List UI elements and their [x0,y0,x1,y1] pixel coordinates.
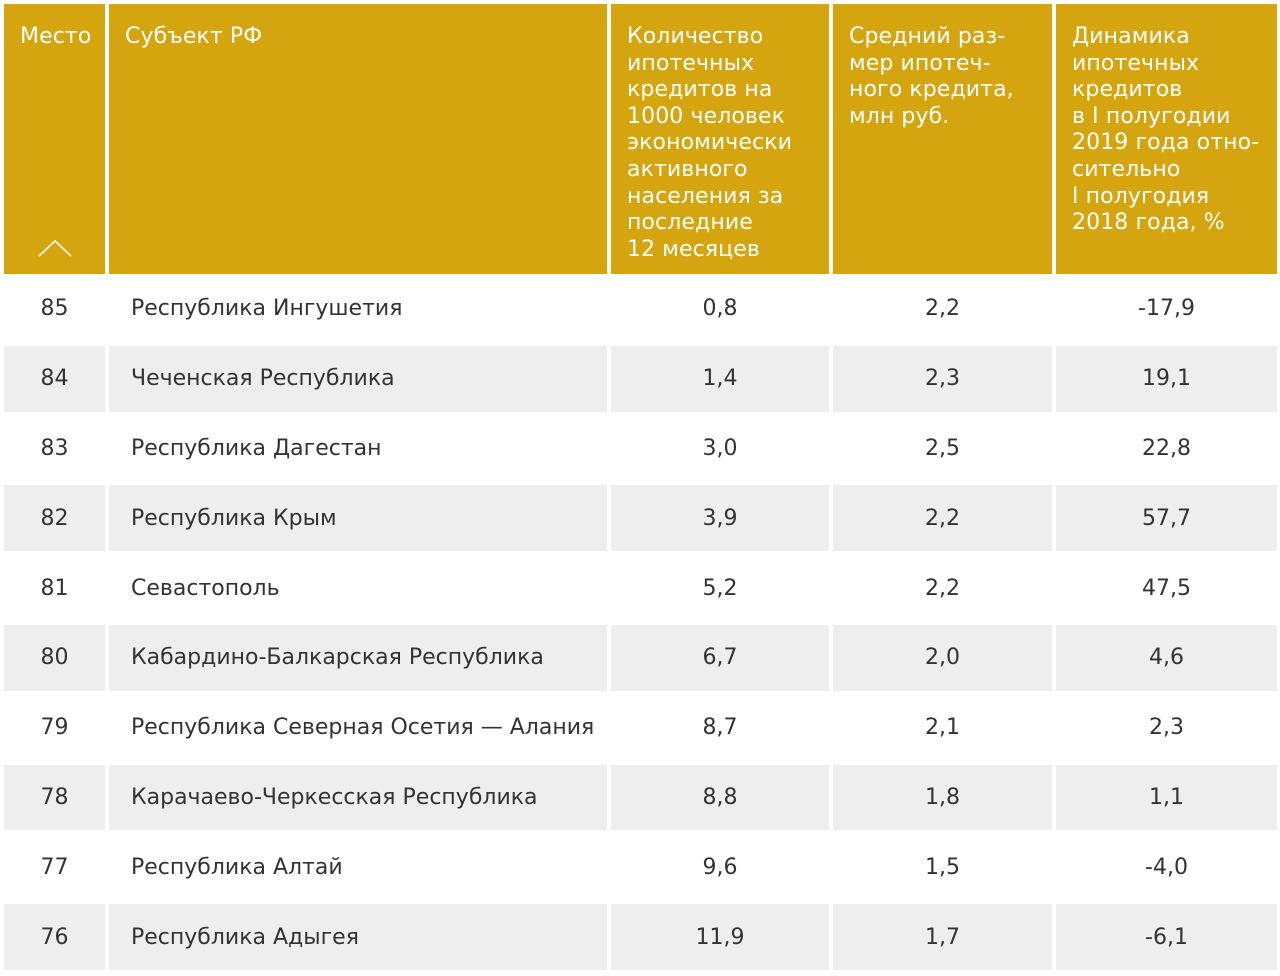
cell-loans-per-1000: 3,9 [611,483,829,554]
header-line: Количество [627,24,764,49]
cell-loans-per-1000: 0,8 [611,274,829,344]
cell-rank: 84 [4,343,105,414]
cell-avg-size: 2,2 [833,483,1052,554]
cell-loans-per-1000: 5,2 [611,553,829,623]
cell-avg-size: 2,2 [833,553,1052,623]
header-line: ипотечных [627,50,755,76]
cell-avg-size: 2,3 [833,343,1052,414]
cell-loans-per-1000: 9,6 [611,832,829,903]
cell-subject: Республика Дагестан [109,413,607,484]
header-line: Динамика [1072,24,1190,49]
cell-rank: 83 [4,413,105,484]
cell-dynamics: 4,6 [1056,622,1277,693]
cell-rank: 85 [4,274,105,344]
header-loans-per-1000-label: Количество ипотечных кредитов на 1000 че… [627,24,815,263]
cell-dynamics: 19,1 [1056,343,1277,414]
cell-rank: 77 [4,832,105,903]
header-line: 12 месяцев [627,236,760,262]
cell-subject: Кабардино-Балкарская Республика [109,622,607,693]
header-line: последние [627,210,753,236]
cell-subject: Республика Северная Осетия — Алания [109,692,607,763]
header-line: ипотечных [1072,50,1200,76]
cell-rank: 78 [4,762,105,833]
cell-avg-size: 1,8 [833,762,1052,833]
header-rank[interactable]: Место [4,4,105,274]
cell-loans-per-1000: 8,8 [611,762,829,833]
chevron-up-icon[interactable] [38,239,72,257]
cell-rank: 79 [4,692,105,763]
header-line: млн руб. [849,103,950,129]
header-avg-size[interactable]: Средний раз- мер ипотеч- ного кредита, м… [833,4,1052,274]
cell-subject: Севастополь [109,553,607,623]
header-subject[interactable]: Субъект РФ [109,4,607,274]
header-dynamics[interactable]: Динамика ипотечных кредитов в I полугоди… [1056,4,1277,274]
header-line: населения за [627,183,784,209]
cell-subject: Чеченская Республика [109,343,607,414]
cell-subject: Республика Адыгея [109,902,607,972]
cell-dynamics: 22,8 [1056,413,1277,484]
cell-loans-per-1000: 1,4 [611,343,829,414]
header-line: 1000 человек [627,103,786,129]
cell-avg-size: 2,5 [833,413,1052,484]
header-line: ного кредита, [849,77,1014,103]
header-line: мер ипотеч- [849,50,991,76]
header-line: активного [627,156,748,182]
cell-dynamics: 1,1 [1056,762,1277,833]
header-dynamics-label: Динамика ипотечных кредитов в I полугоди… [1072,24,1263,237]
cell-loans-per-1000: 3,0 [611,413,829,484]
header-avg-size-label: Средний раз- мер ипотеч- ного кредита, м… [849,24,1038,130]
header-line: Средний раз- [849,24,1006,49]
cell-subject: Республика Ингушетия [109,274,607,344]
cell-avg-size: 1,7 [833,902,1052,972]
cell-loans-per-1000: 6,7 [611,622,829,693]
cell-dynamics: 2,3 [1056,692,1277,763]
header-line: сительно [1072,156,1181,182]
header-subject-label: Субъект РФ [125,24,263,49]
cell-rank: 76 [4,902,105,972]
header-line: 2018 года, % [1072,210,1225,236]
cell-rank: 81 [4,553,105,623]
cell-subject: Карачаево-Черкесская Республика [109,762,607,833]
cell-dynamics: 47,5 [1056,553,1277,623]
cell-dynamics: 57,7 [1056,483,1277,554]
header-loans-per-1000[interactable]: Количество ипотечных кредитов на 1000 че… [611,4,829,274]
mortgage-table: Место Субъект РФ Количество ипотечных кр… [4,4,1277,972]
cell-loans-per-1000: 11,9 [611,902,829,972]
header-line: 2019 года отно- [1072,130,1260,156]
cell-rank: 80 [4,622,105,693]
header-line: экономически [627,130,792,156]
cell-subject: Республика Алтай [109,832,607,903]
cell-subject: Республика Крым [109,483,607,554]
cell-avg-size: 2,1 [833,692,1052,763]
cell-avg-size: 1,5 [833,832,1052,903]
header-rank-label: Место [20,24,92,49]
header-line: кредитов на [627,77,773,103]
header-line: I полугодия [1072,183,1210,209]
cell-avg-size: 2,0 [833,622,1052,693]
cell-avg-size: 2,2 [833,274,1052,344]
header-line: в I полугодии [1072,103,1231,129]
cell-dynamics: -6,1 [1056,902,1277,972]
cell-dynamics: -17,9 [1056,274,1277,344]
cell-dynamics: -4,0 [1056,832,1277,903]
cell-rank: 82 [4,483,105,554]
cell-loans-per-1000: 8,7 [611,692,829,763]
header-line: кредитов [1072,77,1183,103]
